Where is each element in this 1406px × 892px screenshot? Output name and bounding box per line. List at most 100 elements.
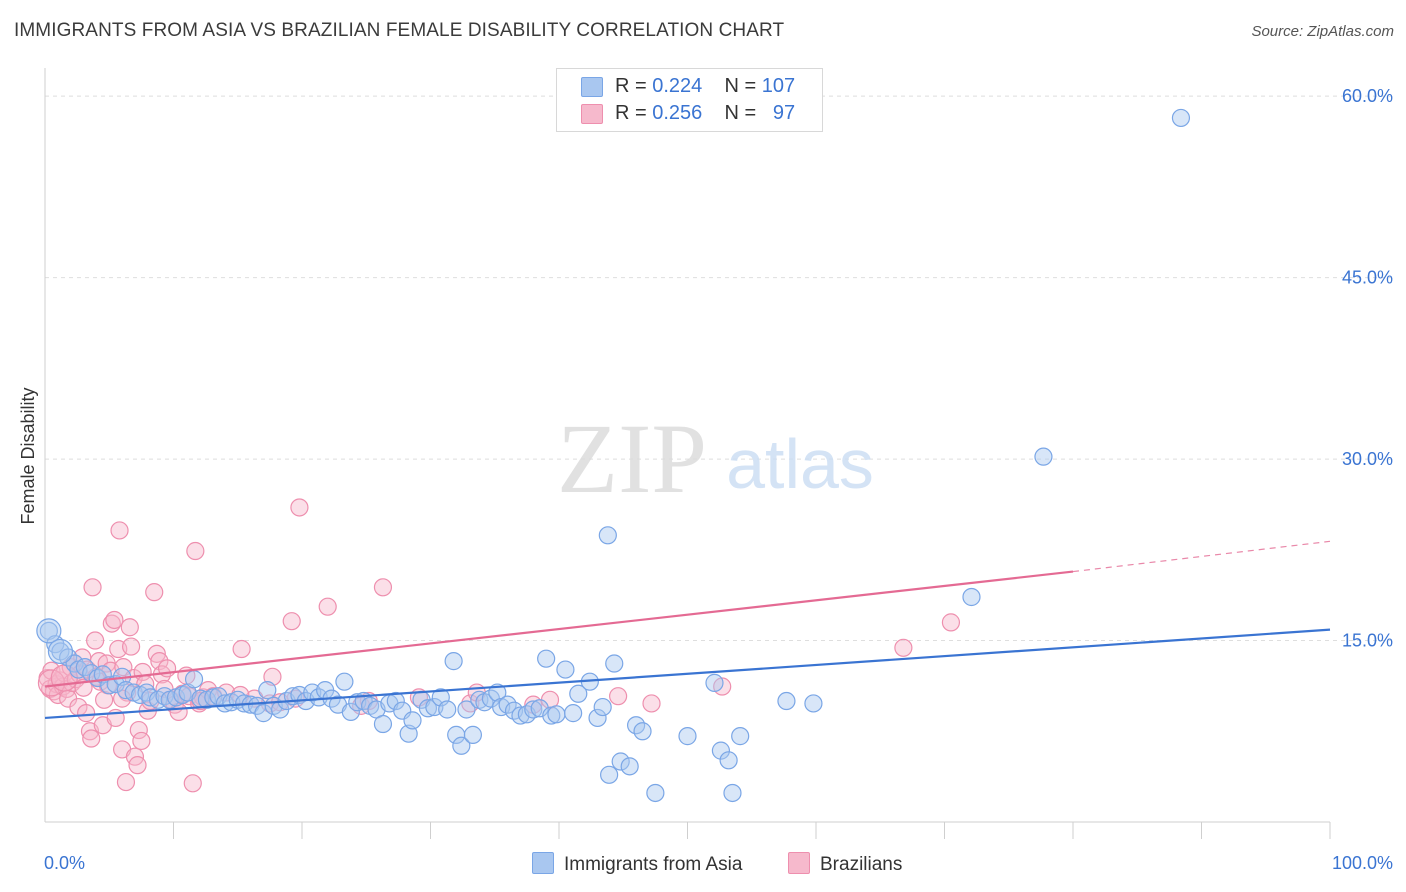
- asia-point-large: [36, 618, 62, 644]
- asia-point: [777, 691, 796, 711]
- asia-points: [36, 108, 1191, 803]
- bottom-legend-asia: Immigrants from Asia: [532, 852, 742, 876]
- legend-r-value: 0.256: [652, 102, 703, 124]
- asia-point: [444, 652, 463, 671]
- trend-lines: [44, 540, 1331, 720]
- brazilians-point: [86, 631, 105, 650]
- asia-point: [335, 672, 354, 691]
- brazilians-point: [121, 637, 141, 656]
- bottom-legend-label-brazilians: Brazilians: [820, 854, 903, 875]
- asia-point: [309, 688, 328, 707]
- x-tick-label: 0.0%: [44, 853, 85, 873]
- asia-point: [100, 676, 119, 695]
- brazilians-point: [373, 578, 393, 597]
- asia-point: [646, 783, 665, 803]
- brazilians-point: [77, 704, 96, 723]
- legend-r-label: R =: [615, 75, 647, 97]
- legend-n-value: 107: [761, 75, 796, 97]
- brazilians-point: [83, 578, 102, 597]
- brazilians-point: [145, 583, 164, 602]
- bottom-legend-swatch-brazilians: [788, 852, 810, 874]
- asia-point: [452, 736, 471, 755]
- asia-point: [611, 752, 630, 771]
- asia-point: [184, 670, 204, 689]
- asia-point: [403, 711, 422, 730]
- brazilians-point: [105, 610, 124, 630]
- bottom-legend-swatch-asia: [532, 852, 554, 874]
- bottom-legend-label-asia: Immigrants from Asia: [564, 854, 743, 875]
- asia-point: [547, 705, 566, 724]
- asia-point: [564, 704, 583, 723]
- asia-point: [723, 783, 742, 803]
- source-label: Source: ZipAtlas.com: [1251, 23, 1394, 40]
- legend-n-label: N =: [724, 102, 757, 124]
- asia-point: [569, 684, 588, 703]
- asia-point: [605, 654, 624, 673]
- asia-point: [418, 699, 438, 718]
- asia-point: [1034, 447, 1053, 466]
- x-tick-label: 100.0%: [1332, 853, 1393, 873]
- asia-point: [719, 751, 738, 770]
- brazilians-point: [941, 613, 961, 632]
- asia-point: [600, 765, 619, 784]
- asia-point: [438, 700, 457, 719]
- brazilians-point: [609, 687, 628, 706]
- brazilians-point: [132, 731, 151, 751]
- legend-n-value: 97: [772, 102, 796, 124]
- asia-point: [530, 699, 549, 718]
- asia-point: [537, 649, 556, 668]
- asia-trend-line: [44, 628, 1331, 720]
- stats-legend: R = 0.224 N = 107 R = 0.256 N = 97: [556, 68, 823, 132]
- brazilians-point: [116, 772, 136, 792]
- asia-point: [705, 673, 724, 692]
- asia-point: [524, 700, 543, 719]
- asia-point: [457, 700, 476, 719]
- tick-labels: 15.0% 30.0% 45.0% 60.0% 0.0% 100.0%: [44, 86, 1393, 873]
- legend-swatch-brazilians: [581, 104, 603, 124]
- asia-point-large: [47, 638, 74, 665]
- brazilians-point: [290, 498, 309, 517]
- asia-point: [804, 694, 823, 713]
- brazilians-trend-line: [44, 570, 1074, 688]
- asia-point: [1171, 108, 1191, 128]
- brazilians-point: [318, 597, 337, 616]
- brazilians-point: [894, 638, 913, 657]
- brazilians-point: [110, 521, 129, 540]
- asia-point: [711, 741, 731, 760]
- asia-point: [588, 708, 607, 728]
- bottom-legend-brazilians: Brazilians: [788, 852, 902, 876]
- brazilians-point: [128, 756, 147, 775]
- asia-point: [962, 587, 981, 607]
- y-axis-label: Female Disability: [18, 387, 38, 524]
- brazilians-point: [232, 639, 251, 659]
- y-tick-label: 15.0%: [1342, 631, 1393, 651]
- brazilians-point: [120, 618, 139, 637]
- asia-point: [731, 727, 750, 746]
- asia-point: [593, 697, 612, 717]
- asia-point: [556, 660, 575, 679]
- watermark-atlas: atlas: [726, 425, 874, 503]
- y-tick-label: 30.0%: [1342, 449, 1393, 469]
- brazilians-point: [82, 729, 101, 748]
- chart-title: IMMIGRANTS FROM ASIA VS BRAZILIAN FEMALE…: [14, 20, 785, 41]
- brazilians-point: [150, 652, 169, 671]
- y-tick-label: 60.0%: [1342, 86, 1393, 106]
- asia-point: [341, 702, 360, 722]
- brazilians-point: [186, 541, 205, 561]
- brazilians-point: [263, 667, 282, 686]
- brazilians-point: [129, 720, 148, 740]
- brazilians-point: [642, 694, 661, 713]
- legend-swatch-asia: [581, 77, 603, 97]
- asia-point: [258, 681, 277, 700]
- watermark-zip: ZIP: [557, 403, 707, 514]
- brazilians-point: [282, 612, 301, 631]
- asia-point: [598, 526, 617, 545]
- asia-point: [488, 683, 507, 702]
- brazilians-points: [37, 498, 961, 793]
- brazilians-trend-extension: [1072, 540, 1331, 573]
- legend-r-label: R =: [615, 102, 647, 124]
- brazilians-point: [183, 774, 202, 793]
- asia-point: [386, 691, 405, 711]
- asia-point: [633, 722, 652, 741]
